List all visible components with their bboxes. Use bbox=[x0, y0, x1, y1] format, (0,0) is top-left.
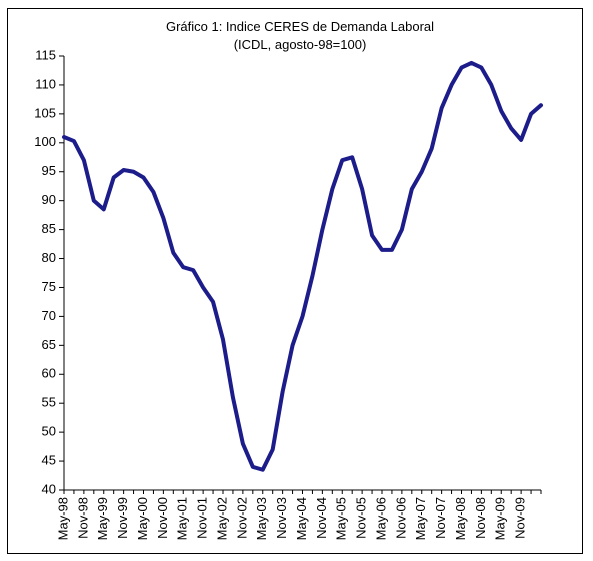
x-tick-label: Nov-06 bbox=[393, 497, 408, 539]
y-tick-label: 55 bbox=[42, 395, 56, 410]
x-tick-label: May-07 bbox=[413, 497, 428, 540]
y-tick-label: 75 bbox=[42, 279, 56, 294]
x-tick-label: May-00 bbox=[135, 497, 150, 540]
x-tick-label: Nov-01 bbox=[195, 497, 210, 539]
data-line bbox=[62, 60, 543, 472]
x-tick-label: May-09 bbox=[493, 497, 508, 540]
x-tick-label: May-01 bbox=[175, 497, 190, 540]
y-tick-label: 85 bbox=[42, 221, 56, 236]
y-tick-label: 50 bbox=[42, 424, 56, 439]
y-tick-label: 60 bbox=[42, 366, 56, 381]
y-tick-label: 105 bbox=[34, 105, 56, 120]
y-tick-label: 95 bbox=[42, 163, 56, 178]
x-tick-label: Nov-00 bbox=[155, 497, 170, 539]
y-tick-label: 110 bbox=[35, 76, 56, 91]
x-tick-label: May-02 bbox=[214, 497, 229, 540]
x-tick-label: May-05 bbox=[334, 497, 349, 540]
y-tick-label: 40 bbox=[42, 481, 56, 496]
y-tick-label: 80 bbox=[42, 250, 56, 265]
y-tick-label: 70 bbox=[42, 308, 56, 323]
x-tick-label: May-99 bbox=[95, 497, 110, 540]
x-tick-label: Nov-08 bbox=[473, 497, 488, 539]
x-tick-label: Nov-98 bbox=[75, 497, 90, 539]
x-tick-label: May-98 bbox=[55, 497, 70, 540]
x-tick-label: Nov-02 bbox=[234, 497, 249, 539]
chart-title: Gráfico 1: Indice CERES de Demanda Labor… bbox=[166, 19, 434, 34]
y-tick-label: 100 bbox=[34, 134, 56, 149]
y-tick-label: 90 bbox=[42, 192, 56, 207]
y-tick-label: 65 bbox=[42, 337, 56, 352]
x-tick-label: May-06 bbox=[373, 497, 388, 540]
x-tick-label: May-04 bbox=[294, 497, 309, 540]
x-tick-label: May-03 bbox=[254, 497, 269, 540]
x-tick-label: Nov-03 bbox=[274, 497, 289, 539]
y-tick-label: 115 bbox=[35, 47, 56, 62]
x-tick-label: Nov-99 bbox=[115, 497, 130, 539]
x-tick-label: Nov-09 bbox=[513, 497, 528, 539]
chart-subtitle: (ICDL, agosto-98=100) bbox=[234, 37, 367, 52]
chart-frame bbox=[7, 8, 583, 554]
x-tick-label: Nov-07 bbox=[433, 497, 448, 539]
x-tick-label: May-08 bbox=[453, 497, 468, 540]
x-tick-label: Nov-05 bbox=[354, 497, 369, 539]
y-tick-label: 45 bbox=[42, 453, 56, 468]
x-tick-label: Nov-04 bbox=[314, 497, 329, 539]
